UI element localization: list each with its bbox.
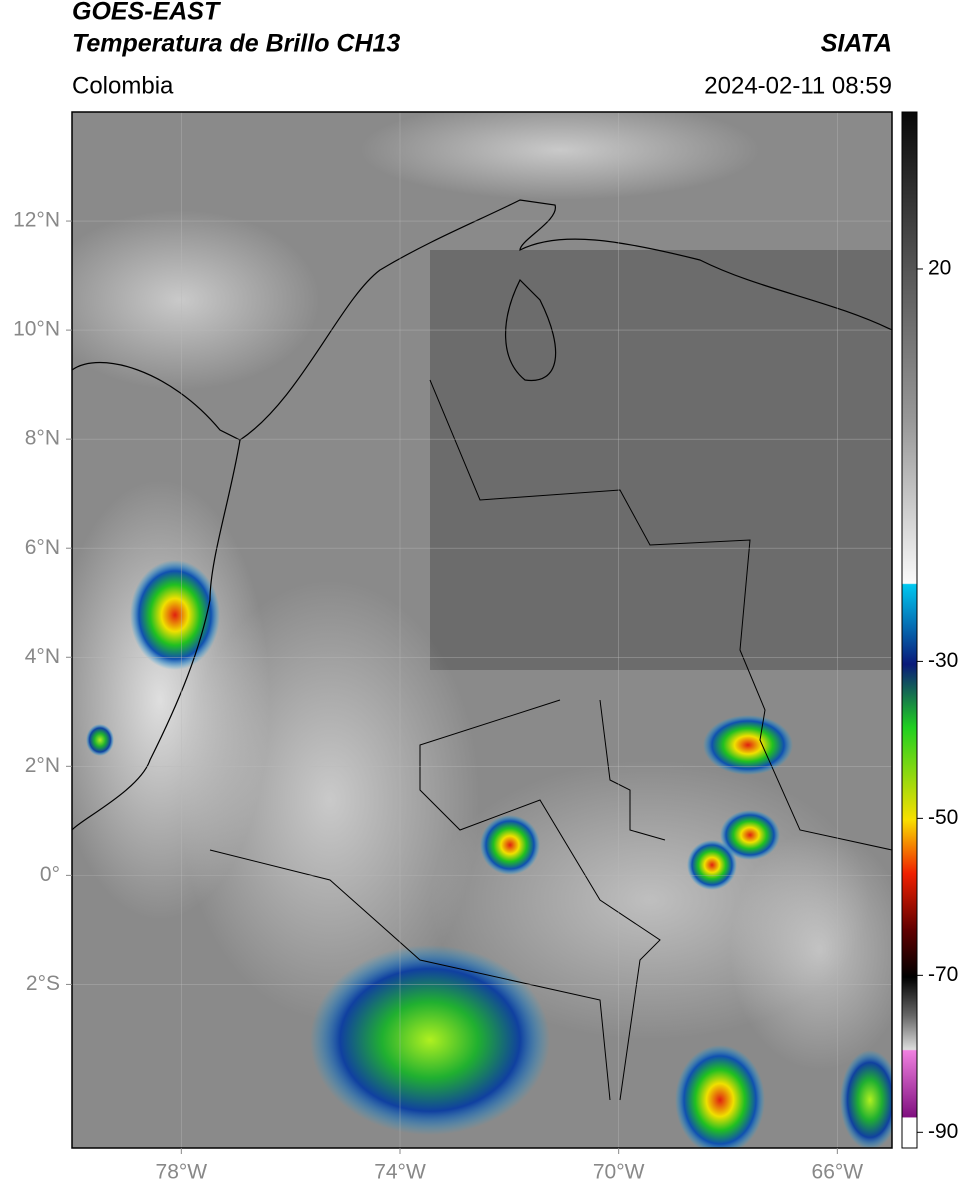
x-tick-label: 78°W <box>156 1161 208 1184</box>
map-frame <box>71 111 893 1149</box>
colorbar-tick-label: 20 <box>928 257 951 280</box>
colorbar-tick-label: -30 <box>928 649 958 672</box>
x-tick-label: 70°W <box>593 1161 645 1184</box>
y-tick-label: 10°N <box>13 318 60 341</box>
y-tick-label: 8°N <box>25 427 60 450</box>
datetime: 2024-02-11 08:59 <box>704 72 892 99</box>
y-tick-label: 12°N <box>13 209 60 232</box>
x-tick-label: 74°W <box>374 1161 426 1184</box>
colorbar <box>901 111 918 1149</box>
y-tick-label: 6°N <box>25 536 60 559</box>
source: SIATA <box>821 30 892 58</box>
colorbar-tick-label: -90 <box>928 1120 958 1143</box>
y-tick-label: 0° <box>40 863 60 886</box>
satellite-image <box>72 112 892 1148</box>
colorbar-tick-label: -50 <box>928 806 958 829</box>
region: Colombia <box>72 72 174 99</box>
colorbar-tick-label: -70 <box>928 963 958 986</box>
y-tick-label: 4°N <box>25 645 60 668</box>
y-tick-label: 2°N <box>25 754 60 777</box>
subtitle: Temperatura de Brillo CH13 <box>72 30 400 58</box>
y-tick-label: 2°S <box>26 972 60 995</box>
title: GOES-EAST <box>72 0 222 26</box>
x-tick-label: 66°W <box>812 1161 864 1184</box>
